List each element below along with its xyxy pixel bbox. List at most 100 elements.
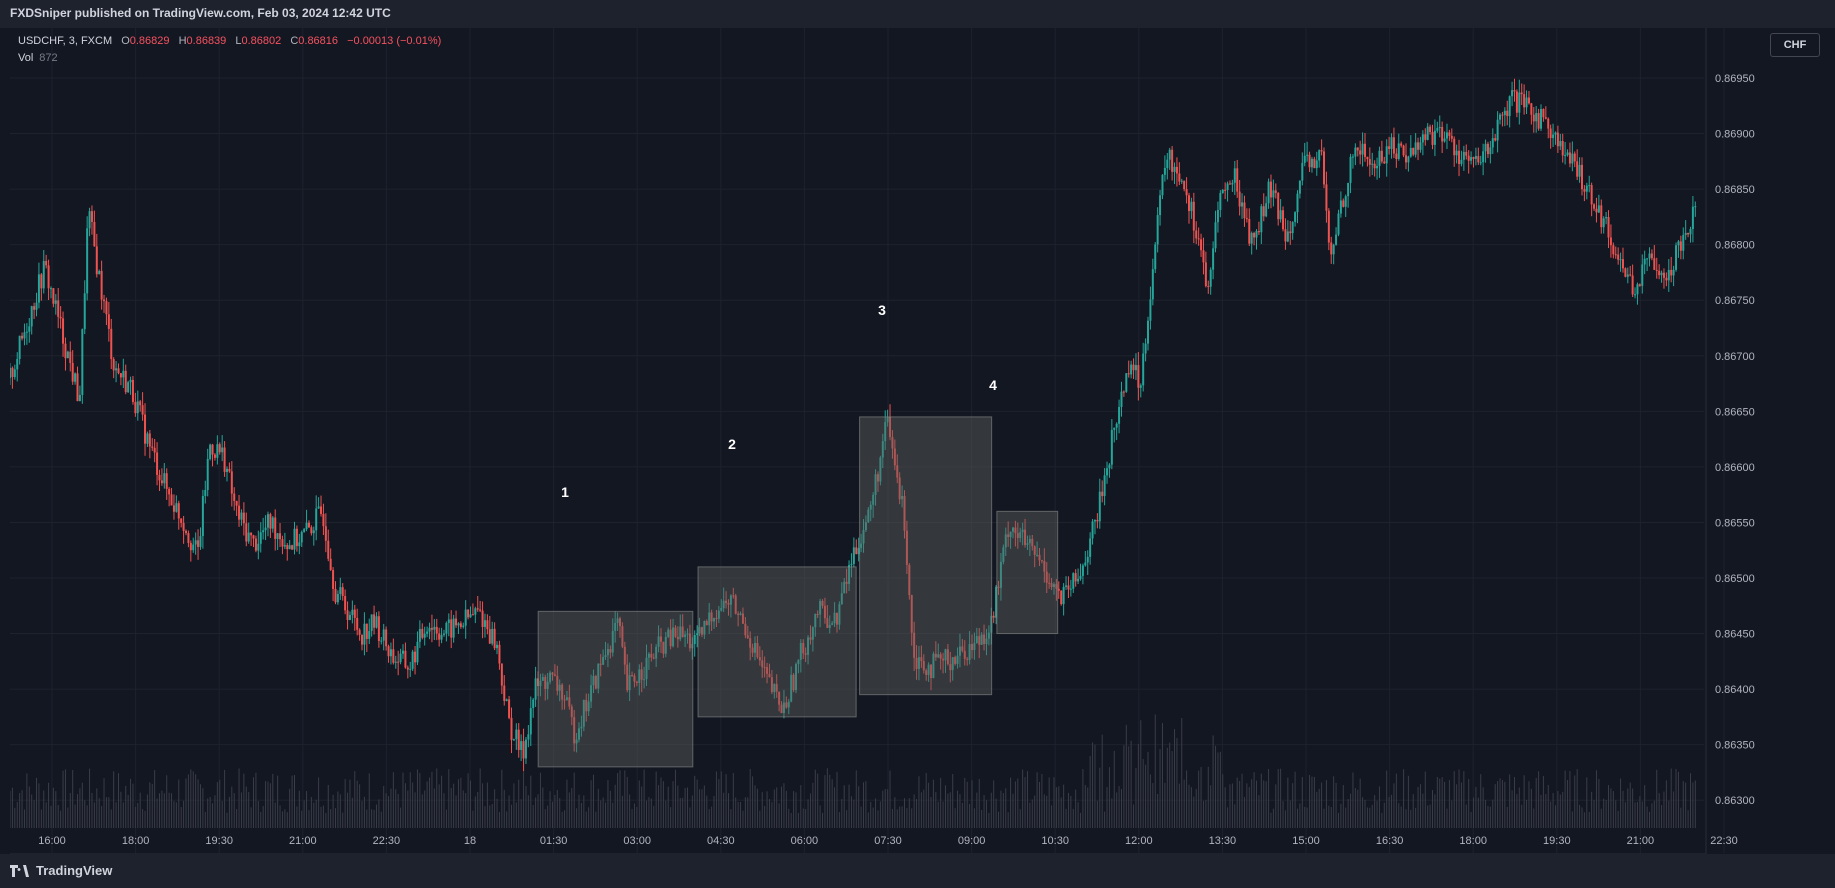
- candle-body: [1417, 142, 1420, 150]
- candle-body: [370, 614, 373, 632]
- candle-body: [392, 649, 395, 663]
- candle-body: [1344, 196, 1347, 207]
- candle-body: [1052, 584, 1055, 588]
- candle-body: [650, 653, 653, 658]
- candle-body: [727, 603, 730, 605]
- candle-body: [995, 586, 998, 618]
- high-value: 0.86839: [186, 35, 227, 47]
- candle-body: [775, 684, 778, 692]
- candle-body: [987, 632, 990, 639]
- candle-body: [1470, 157, 1473, 161]
- candle-body: [233, 493, 236, 501]
- candle-body: [799, 642, 802, 660]
- candle-body: [819, 600, 822, 615]
- y-tick-label: 0.86600: [1715, 462, 1755, 474]
- candle-body: [1588, 185, 1591, 187]
- x-tick-label: 06:00: [791, 835, 819, 847]
- candle-body: [889, 416, 892, 438]
- candle-body: [1187, 195, 1190, 212]
- candle-body: [1650, 253, 1653, 259]
- candle-body: [1568, 152, 1571, 164]
- vol-label[interactable]: Vol: [18, 52, 34, 64]
- candle-body: [1496, 119, 1499, 141]
- symbol-name[interactable]: USDCHF, 3, FXCM: [18, 35, 113, 47]
- candle-body: [442, 633, 445, 635]
- symbol-legend: USDCHF, 3, FXCM O0.86829 H0.86839 L0.868…: [18, 35, 441, 47]
- y-tick-label: 0.86300: [1715, 795, 1755, 807]
- low-value: 0.86802: [241, 35, 282, 47]
- candle-body: [558, 684, 561, 691]
- candle-body: [1272, 190, 1275, 198]
- candle-body: [1665, 277, 1668, 281]
- candle-body: [327, 540, 330, 559]
- candle-body: [447, 619, 450, 623]
- candle-body: [1195, 230, 1198, 239]
- candle-body: [1014, 527, 1017, 534]
- candle-body: [365, 623, 368, 639]
- candle-body: [1694, 206, 1697, 208]
- candle-body: [1154, 244, 1157, 270]
- candle-body: [54, 300, 57, 304]
- candle-body: [491, 628, 494, 644]
- candle-body: [1409, 147, 1412, 157]
- candle-body: [1277, 192, 1280, 220]
- candle-body: [421, 628, 424, 638]
- candle-body: [204, 490, 207, 497]
- candle-body: [64, 343, 67, 359]
- y-tick-label: 0.86550: [1715, 517, 1755, 529]
- candle-body: [787, 701, 790, 708]
- candle-body: [1200, 239, 1203, 251]
- candle-body: [1629, 274, 1632, 276]
- x-tick-label: 19:30: [1543, 835, 1571, 847]
- y-tick-label: 0.86500: [1715, 573, 1755, 585]
- candle-body: [76, 373, 79, 402]
- candle-body: [433, 626, 436, 630]
- candle-body: [221, 447, 224, 453]
- candle-body: [315, 508, 318, 531]
- candle-body: [869, 504, 872, 510]
- candle-body: [597, 663, 600, 689]
- high-label: H: [178, 35, 187, 47]
- candle-body: [1515, 91, 1518, 113]
- candle-body: [476, 608, 479, 610]
- candle-body: [657, 636, 660, 647]
- candle-body: [1260, 206, 1263, 233]
- candle-body: [1318, 150, 1321, 161]
- candle-body: [373, 614, 376, 628]
- candle-body: [1508, 96, 1511, 117]
- currency-button[interactable]: CHF: [1770, 33, 1820, 57]
- candle-body: [158, 474, 161, 481]
- candle-body: [344, 596, 347, 611]
- candle-body: [351, 609, 354, 615]
- candle-body: [1368, 159, 1371, 165]
- candle-body: [816, 613, 819, 615]
- candle-body: [1540, 109, 1543, 129]
- candle-body: [1306, 154, 1309, 156]
- y-tick-label: 0.86800: [1715, 240, 1755, 252]
- candle-body: [1250, 233, 1253, 244]
- candle-body: [1626, 274, 1629, 277]
- candle-body: [1171, 149, 1174, 172]
- candle-body: [250, 532, 253, 536]
- candle-body: [768, 673, 771, 678]
- candle-body: [1298, 180, 1301, 194]
- candle-body: [659, 636, 662, 642]
- candle-body: [1016, 533, 1019, 539]
- candle-body: [884, 422, 887, 442]
- candle-body: [515, 729, 518, 740]
- candle-body: [134, 401, 137, 414]
- chart-pane[interactable]: 0.86950 0.86900 0.86850 0.86800 0.86750 0.867…: [10, 28, 1765, 854]
- candle-body: [1527, 97, 1530, 104]
- candle-body: [823, 605, 826, 619]
- candle-body: [281, 539, 284, 547]
- candle-body: [1356, 147, 1359, 151]
- candle-body: [1108, 464, 1111, 469]
- candle-body: [1612, 245, 1615, 255]
- candle-body: [978, 636, 981, 645]
- candle-body: [1248, 218, 1251, 244]
- candle-body: [286, 545, 289, 550]
- candle-body: [341, 587, 344, 597]
- candlestick-chart[interactable]: 0.86950 0.86900 0.86850 0.86800 0.86750 0.867…: [10, 28, 1765, 854]
- tradingview-logo[interactable]: TradingView: [10, 863, 112, 878]
- candle-body: [937, 654, 940, 658]
